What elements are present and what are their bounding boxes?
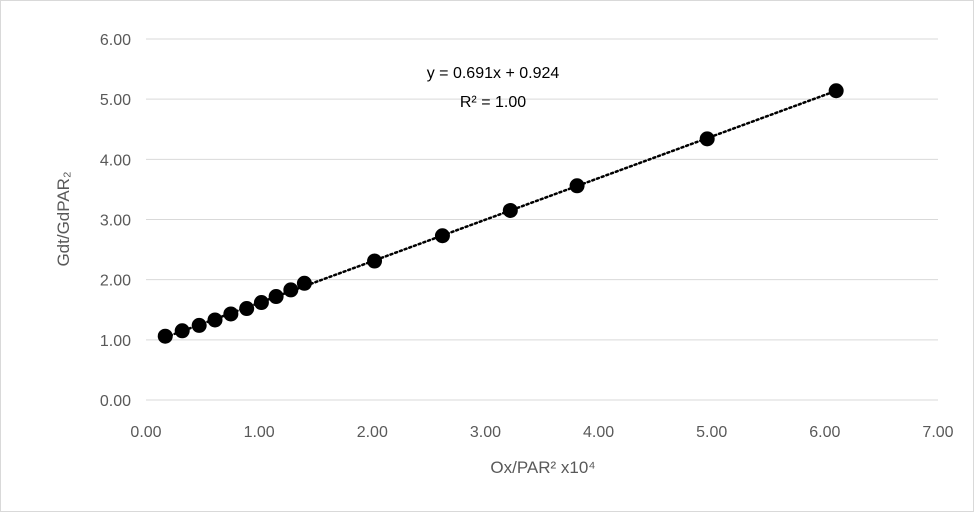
data-point <box>157 328 173 344</box>
y-axis-ticks: 0.00 1.00 2.00 3.00 4.00 5.00 6.00 <box>100 32 131 410</box>
x-tick-label: 7.00 <box>922 424 953 441</box>
trendline-equation: y = 0.691x + 0.924 <box>427 65 560 82</box>
data-point <box>268 289 284 305</box>
x-tick-label: 2.00 <box>357 424 388 441</box>
y-tick-label: 3.00 <box>100 213 131 230</box>
data-point <box>223 306 239 322</box>
x-tick-label: 3.00 <box>470 424 501 441</box>
data-point <box>283 282 299 298</box>
x-tick-label: 6.00 <box>809 424 840 441</box>
gridlines <box>146 38 938 401</box>
data-point <box>191 317 207 333</box>
y-tick-label: 5.00 <box>100 92 131 109</box>
data-point <box>502 202 518 218</box>
data-point <box>239 301 255 317</box>
data-point <box>296 275 312 291</box>
y-tick-label: 6.00 <box>100 32 131 49</box>
y-tick-label: 0.00 <box>100 393 131 410</box>
data-point <box>253 295 269 311</box>
data-points <box>157 83 844 344</box>
x-tick-label: 0.00 <box>130 424 161 441</box>
x-tick-label: 5.00 <box>696 424 727 441</box>
y-tick-label: 4.00 <box>100 152 131 169</box>
y-tick-label: 1.00 <box>100 333 131 350</box>
r-squared-label: R² = 1.00 <box>460 94 526 111</box>
data-point <box>699 131 715 147</box>
x-axis-ticks: 0.00 1.00 2.00 3.00 4.00 5.00 6.00 7.00 <box>130 424 953 441</box>
data-point <box>569 178 585 194</box>
x-tick-label: 4.00 <box>583 424 614 441</box>
y-tick-label: 2.00 <box>100 273 131 290</box>
data-point <box>828 83 844 99</box>
data-point <box>367 253 383 269</box>
y-axis-title: Gdt/GdPAR₂ <box>54 171 73 266</box>
x-axis-title: Ox/PAR² x10⁴ <box>490 458 595 477</box>
data-point <box>434 228 450 244</box>
data-point <box>174 323 190 339</box>
data-point <box>207 312 223 328</box>
x-tick-label: 1.00 <box>244 424 275 441</box>
